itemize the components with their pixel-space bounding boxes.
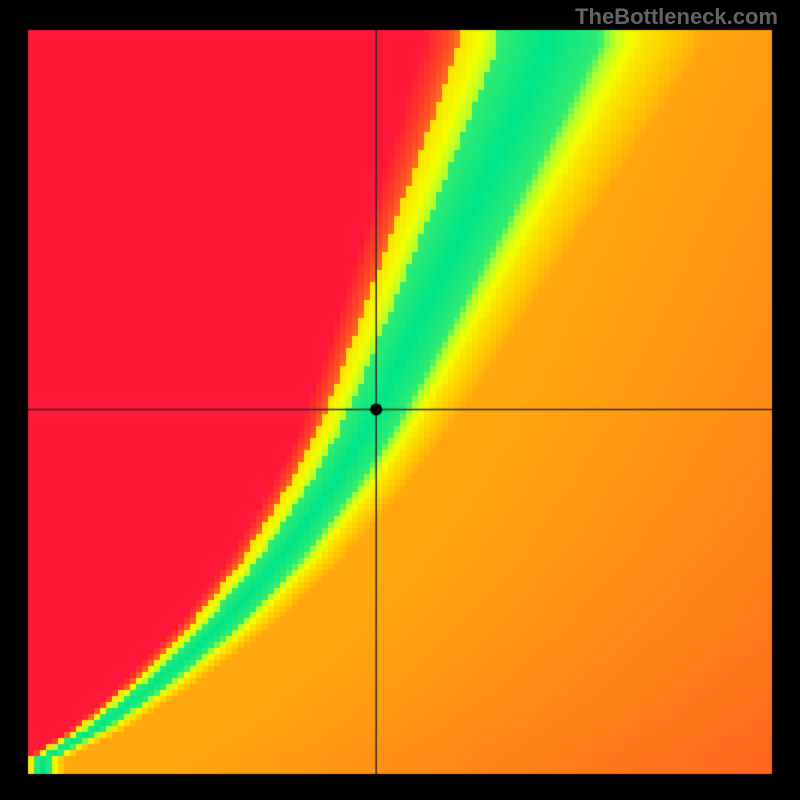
chart-container: TheBottleneck.com: [0, 0, 800, 800]
watermark-text: TheBottleneck.com: [575, 4, 778, 30]
heatmap-canvas: [0, 0, 800, 800]
